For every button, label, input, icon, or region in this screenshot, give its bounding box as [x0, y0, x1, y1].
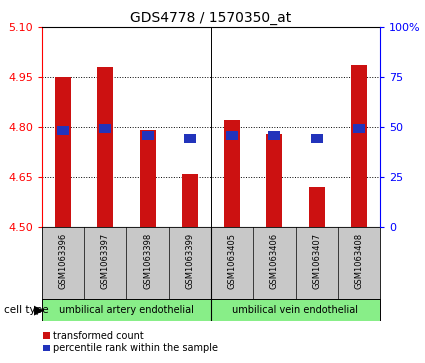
Bar: [351, 65, 367, 227]
Text: umbilical artery endothelial: umbilical artery endothelial: [59, 305, 194, 315]
Bar: [142, 131, 153, 140]
Text: ▶: ▶: [34, 303, 43, 317]
Text: GSM1063397: GSM1063397: [101, 233, 110, 289]
Text: GSM1063408: GSM1063408: [354, 233, 363, 289]
Text: GSM1063407: GSM1063407: [312, 233, 321, 289]
Bar: [309, 187, 325, 227]
Bar: [224, 120, 240, 227]
Title: GDS4778 / 1570350_at: GDS4778 / 1570350_at: [130, 11, 292, 25]
Text: cell type: cell type: [4, 305, 49, 315]
Bar: [226, 131, 238, 140]
Bar: [182, 174, 198, 227]
Legend: transformed count, percentile rank within the sample: transformed count, percentile rank withi…: [39, 327, 222, 357]
Text: GSM1063398: GSM1063398: [143, 233, 152, 289]
Bar: [97, 67, 113, 227]
Bar: [139, 130, 156, 227]
Text: umbilical vein endothelial: umbilical vein endothelial: [232, 305, 359, 315]
Text: GSM1063406: GSM1063406: [270, 233, 279, 289]
Bar: [266, 134, 282, 227]
Bar: [311, 134, 323, 143]
Text: GSM1063405: GSM1063405: [228, 233, 237, 289]
Bar: [57, 126, 69, 135]
Bar: [99, 125, 111, 133]
Bar: [269, 131, 281, 140]
Bar: [55, 77, 71, 227]
Text: GSM1063396: GSM1063396: [59, 233, 68, 289]
Text: GSM1063399: GSM1063399: [185, 233, 194, 289]
Bar: [184, 134, 196, 143]
Bar: [353, 125, 365, 133]
